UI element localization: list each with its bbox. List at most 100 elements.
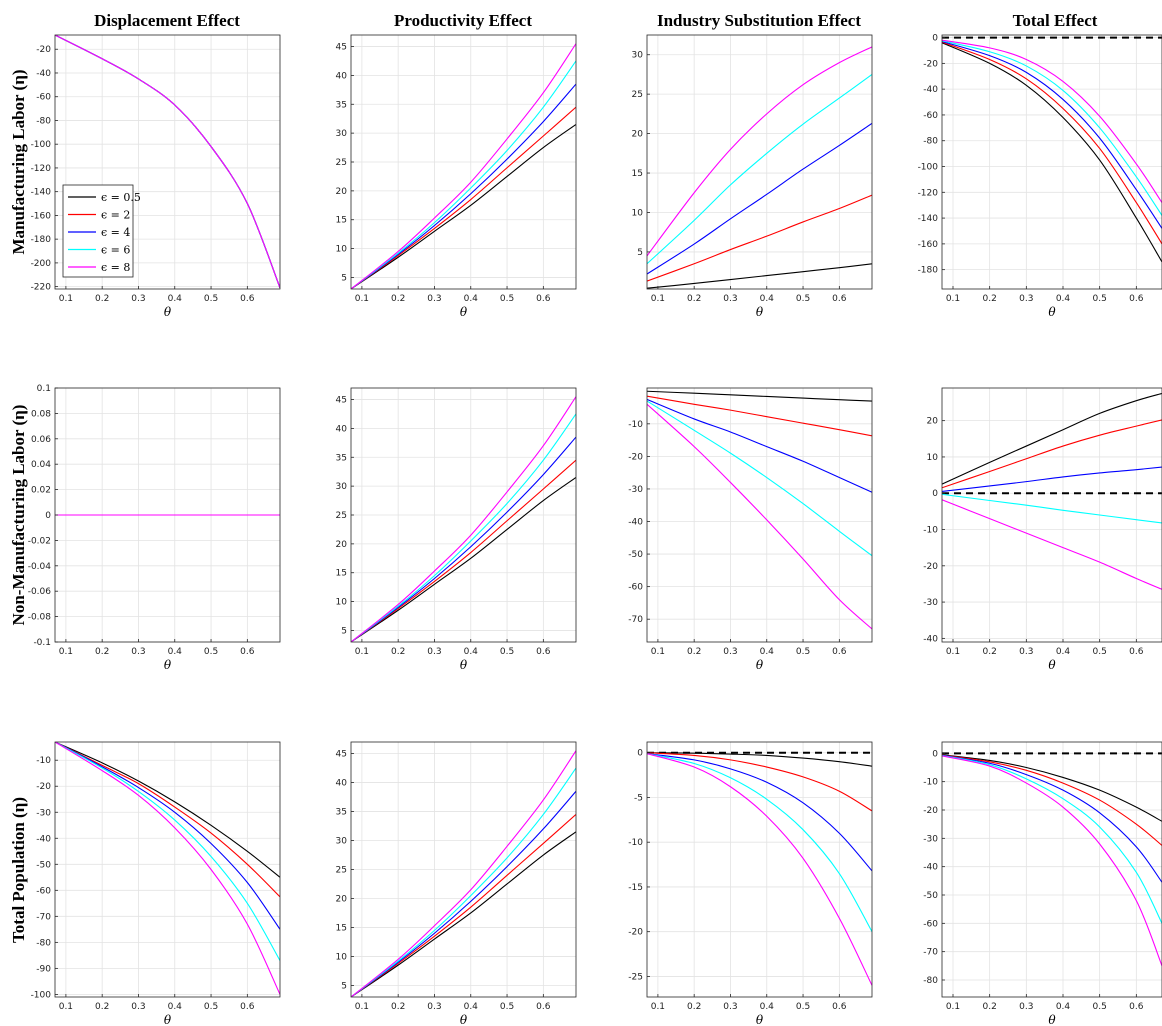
x-tick-label: 0.4 bbox=[1056, 647, 1071, 657]
series-line-eps-3 bbox=[351, 60, 576, 289]
y-tick-label: -60 bbox=[36, 93, 51, 103]
x-tick-label: 0.4 bbox=[168, 294, 183, 304]
x-tick-label: 0.4 bbox=[760, 1002, 775, 1012]
y-tick-label: 0 bbox=[932, 749, 938, 759]
x-tick-label: 0.6 bbox=[536, 647, 551, 657]
panel-r0-c1: 0.1 0.2 0.3 0.4 0.5 0.6 5 10 15 20 25 30 35 40 45 θ bbox=[336, 34, 577, 319]
y-tick-label: -20 bbox=[628, 452, 643, 462]
y-tick-label: -20 bbox=[923, 806, 938, 816]
y-tick-label: -120 bbox=[31, 164, 52, 174]
x-tick-label: 0.5 bbox=[204, 1002, 218, 1012]
y-tick-label: -40 bbox=[923, 863, 938, 873]
y-tick-label: 25 bbox=[632, 90, 643, 100]
x-tick-label: 0.5 bbox=[500, 1002, 514, 1012]
y-tick-label: 30 bbox=[336, 837, 348, 847]
series-line-eps-1 bbox=[647, 395, 872, 437]
y-tick-label: 0 bbox=[932, 34, 938, 44]
y-tick-label: -5 bbox=[634, 793, 643, 803]
x-tick-label: 0.6 bbox=[832, 1002, 847, 1012]
series-line-eps-2 bbox=[351, 83, 576, 289]
x-tick-label: 0.1 bbox=[946, 647, 960, 657]
x-tick-label: 0.2 bbox=[687, 647, 701, 657]
series-group bbox=[351, 750, 576, 997]
y-tick-label: -0.04 bbox=[28, 562, 52, 572]
x-tick-label: 0.3 bbox=[1019, 294, 1033, 304]
y-tick-label: -30 bbox=[923, 598, 938, 608]
y-tick-label: -60 bbox=[923, 111, 938, 121]
y-tick-label: -20 bbox=[628, 928, 643, 938]
y-tick-label: 10 bbox=[927, 453, 939, 463]
y-tick-label: 0 bbox=[45, 511, 51, 521]
y-tick-label: -60 bbox=[36, 886, 51, 896]
x-axis-label: θ bbox=[756, 658, 764, 672]
x-tick-label: 0.5 bbox=[796, 647, 810, 657]
y-tick-label: -100 bbox=[918, 163, 939, 173]
x-tick-label: 0.3 bbox=[131, 1002, 145, 1012]
panel-r1-c1: 0.1 0.2 0.3 0.4 0.5 0.6 5 10 15 20 25 30 35 40 45 θ bbox=[336, 387, 577, 672]
x-tick-label: 0.6 bbox=[240, 1002, 255, 1012]
y-tick-label: 0.1 bbox=[37, 384, 51, 394]
column-titles: Displacement Effect Productivity Effect … bbox=[94, 11, 1098, 30]
x-tick-label: 0.4 bbox=[760, 294, 775, 304]
series-group bbox=[55, 742, 280, 995]
y-tick-label: -90 bbox=[36, 964, 51, 974]
y-tick-label: 40 bbox=[336, 424, 348, 434]
axes-box bbox=[646, 34, 873, 290]
y-tick-label: 45 bbox=[336, 396, 347, 406]
x-tick-label: 0.1 bbox=[59, 1002, 73, 1012]
panel-r2-c2: 0.1 0.2 0.3 0.4 0.5 0.6 0 -5 -10 -15 -20 -25 θ bbox=[628, 741, 873, 1026]
plot-area bbox=[647, 742, 872, 997]
y-tick-label: -70 bbox=[628, 615, 643, 625]
x-tick-label: 0.1 bbox=[946, 1002, 960, 1012]
row-label-non-manufacturing: Non-Manufacturing Labor (η) bbox=[9, 405, 28, 626]
x-tick-label: 0.5 bbox=[204, 294, 218, 304]
column-title-productivity: Productivity Effect bbox=[394, 11, 532, 30]
y-tick-label: -50 bbox=[923, 891, 938, 901]
series-line-eps-0 bbox=[351, 477, 576, 642]
x-tick-label: 0.6 bbox=[832, 647, 847, 657]
series-line-eps-3 bbox=[942, 755, 1162, 924]
x-tick-label: 0.2 bbox=[687, 1002, 701, 1012]
y-tick-label: 35 bbox=[336, 808, 347, 818]
x-axis-label: θ bbox=[460, 305, 468, 319]
y-tick-label: -140 bbox=[918, 214, 939, 224]
legend-entry-label: ϵ = 8 bbox=[101, 261, 130, 274]
series-line-eps-3 bbox=[942, 40, 1162, 216]
x-tick-label: 0.6 bbox=[1129, 294, 1144, 304]
y-tick-label: 5 bbox=[341, 273, 347, 283]
x-tick-label: 0.3 bbox=[723, 294, 737, 304]
y-tick-label: -40 bbox=[628, 518, 643, 528]
x-tick-label: 0.4 bbox=[464, 647, 479, 657]
x-tick-label: 0.1 bbox=[59, 294, 73, 304]
series-line-eps-2 bbox=[351, 436, 576, 642]
y-tick-label: 15 bbox=[632, 169, 643, 179]
x-tick-label: 0.2 bbox=[391, 294, 405, 304]
y-tick-label: 5 bbox=[637, 248, 643, 258]
series-line-eps-3 bbox=[647, 400, 872, 557]
y-tick-label: -20 bbox=[36, 782, 51, 792]
x-tick-label: 0.3 bbox=[131, 294, 145, 304]
y-tick-label: 40 bbox=[336, 779, 348, 789]
y-tick-label: -70 bbox=[36, 912, 51, 922]
y-tick-label: 0.06 bbox=[31, 435, 51, 445]
series-line-eps-0 bbox=[55, 742, 280, 878]
y-tick-label: 25 bbox=[336, 158, 347, 168]
series-line-eps-2 bbox=[351, 790, 576, 997]
series-line-eps-3 bbox=[55, 742, 280, 961]
y-tick-label: -80 bbox=[923, 976, 938, 986]
x-axis-label: θ bbox=[164, 305, 172, 319]
y-tick-label: 35 bbox=[336, 453, 347, 463]
x-tick-label: 0.2 bbox=[983, 294, 997, 304]
chart-panels: 0.1 0.2 0.3 0.4 0.5 0.6-20-40-60-80-100-120-1… bbox=[28, 34, 1162, 1026]
y-tick-label: 0 bbox=[637, 749, 643, 759]
y-tick-label: -120 bbox=[918, 188, 939, 198]
y-tick-label: -50 bbox=[36, 860, 51, 870]
x-tick-label: 0.3 bbox=[131, 647, 145, 657]
y-tick-label: -80 bbox=[36, 116, 51, 126]
y-tick-label: 20 bbox=[336, 540, 348, 550]
series-line-eps-2 bbox=[942, 754, 1162, 883]
x-tick-label: 0.2 bbox=[95, 294, 109, 304]
y-tick-label: -10 bbox=[36, 756, 51, 766]
series-line-eps-2 bbox=[942, 40, 1162, 229]
